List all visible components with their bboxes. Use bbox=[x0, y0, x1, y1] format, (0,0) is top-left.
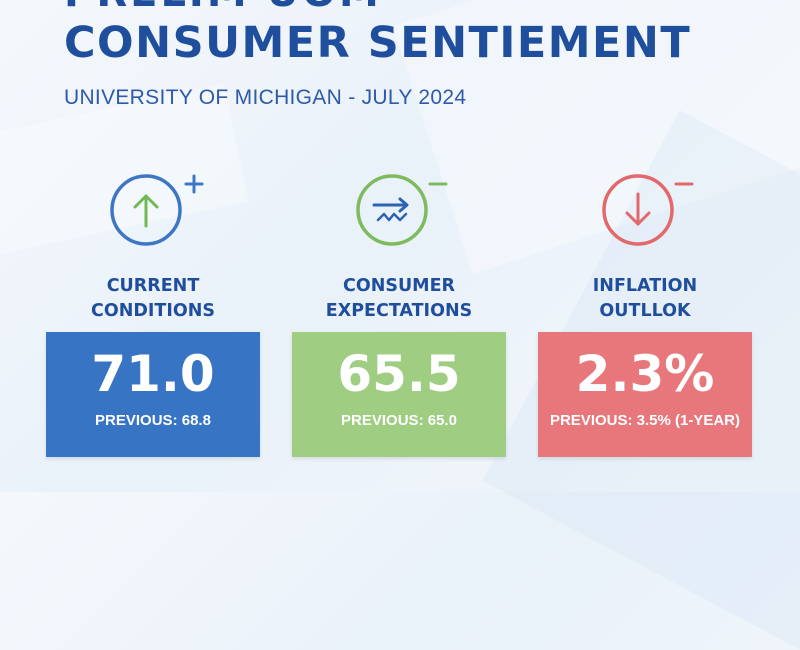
metric-value: 71.0 bbox=[91, 345, 215, 403]
metric-card: 2.3% PREVIOUS: 3.5% (1-YEAR) bbox=[538, 332, 752, 457]
arrow-down-circle-icon bbox=[538, 170, 752, 260]
page-subtitle: UNIVERSITY OF MICHIGAN - JULY 2024 bbox=[64, 86, 467, 109]
metric-value: 65.5 bbox=[337, 345, 461, 403]
page-title: CONSUMER SENTIEMENT bbox=[64, 18, 692, 68]
metric-previous: PREVIOUS: 3.5% (1-YEAR) bbox=[549, 412, 741, 429]
metric-value: 2.3% bbox=[575, 345, 715, 403]
arrow-up-circle-icon bbox=[46, 170, 260, 260]
metric-label: CONSUMER EXPECTATIONS bbox=[325, 276, 473, 321]
metric-card: 65.5 PREVIOUS: 65.0 bbox=[292, 332, 506, 457]
metric-previous: PREVIOUS: 65.0 bbox=[341, 412, 457, 429]
trend-arrow-circle-icon bbox=[292, 170, 506, 260]
title-cropped: PRELIM UOM bbox=[64, 0, 382, 16]
metric-label: INFLATION OUTLLOK bbox=[592, 276, 698, 321]
metric-label: CURRENT CONDITIONS bbox=[91, 276, 215, 321]
metric-previous: PREVIOUS: 68.8 bbox=[95, 412, 211, 429]
metric-card: 71.0 PREVIOUS: 68.8 bbox=[46, 332, 260, 457]
